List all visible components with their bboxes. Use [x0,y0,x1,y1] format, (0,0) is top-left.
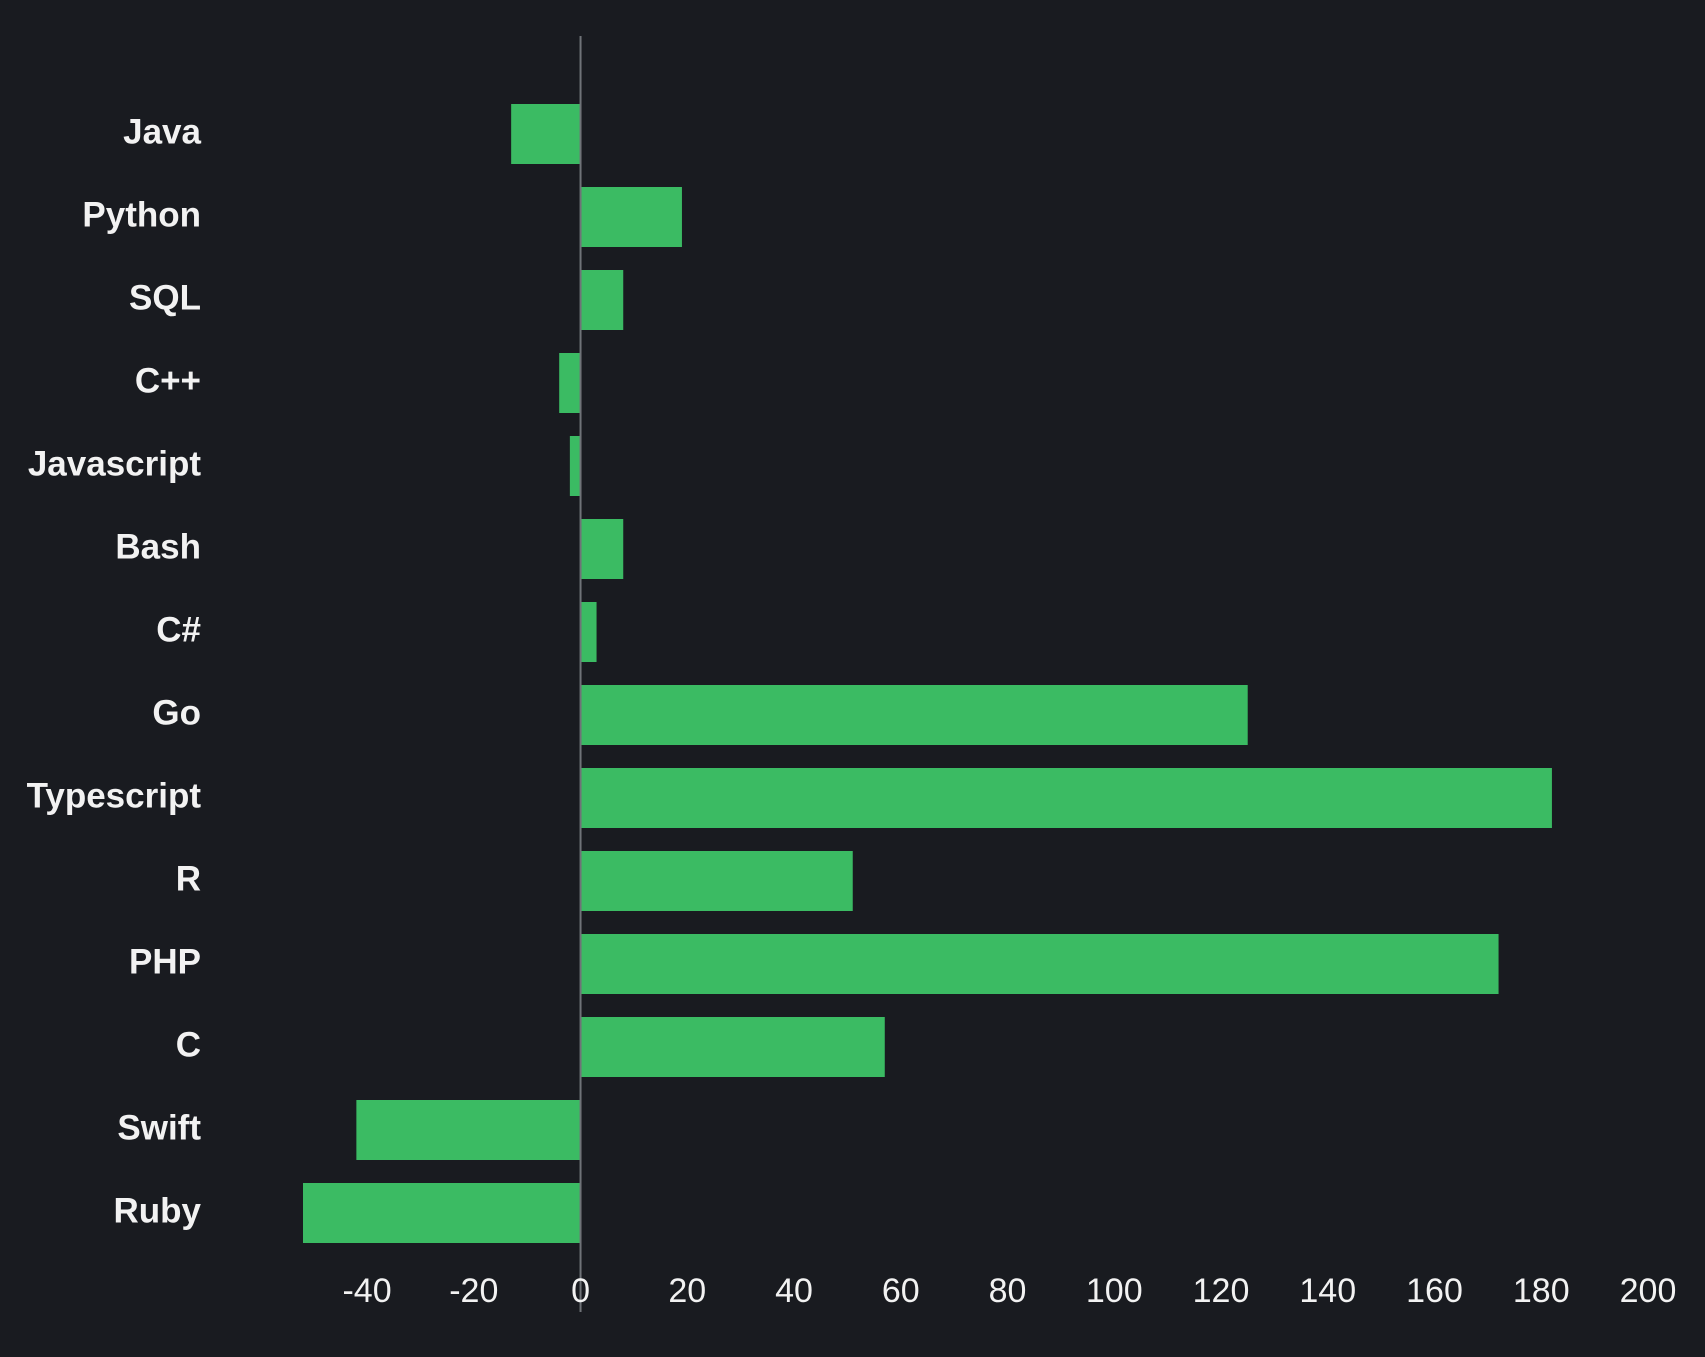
category-label: Java [123,112,201,151]
x-tick-label: 80 [989,1272,1027,1310]
category-label: Typescript [27,776,202,815]
x-tick-label: 160 [1406,1272,1463,1310]
bar-sql [580,270,624,330]
x-tick-label: 140 [1299,1272,1356,1310]
category-label: C# [156,610,201,649]
bar-typescript [580,768,1552,828]
x-tick-label: 40 [775,1272,813,1310]
x-tick-label: 120 [1193,1272,1250,1310]
category-label: C [176,1025,201,1064]
x-tick-label: -20 [449,1272,498,1310]
bar-go [580,685,1248,745]
category-label: Swift [117,1108,201,1147]
bar-cpp [559,353,581,413]
bar-r [580,851,853,911]
category-label: C++ [135,361,201,400]
x-tick-label: 0 [571,1272,590,1310]
category-label: PHP [129,942,201,981]
category-label: Python [82,195,201,234]
bar-bash [580,519,624,579]
bar-ruby [303,1183,581,1243]
category-label: Bash [115,527,201,566]
bar-c [580,1017,885,1077]
bar-python [580,187,682,247]
bar-php [580,934,1499,994]
bar-javascript [569,436,581,496]
bar-csharp [580,602,597,662]
x-tick-label: 180 [1513,1272,1570,1310]
category-label: Go [152,693,201,732]
x-tick-label: 200 [1620,1272,1677,1310]
category-label: SQL [129,278,201,317]
x-tick-label: -40 [342,1272,391,1310]
bar-swift [356,1100,581,1160]
bar-java [511,104,581,164]
x-tick-label: 60 [882,1272,920,1310]
category-label: Ruby [114,1191,202,1230]
category-label: R [176,859,201,898]
category-label: Javascript [28,444,202,483]
x-tick-label: 100 [1086,1272,1143,1310]
x-tick-label: 20 [668,1272,706,1310]
